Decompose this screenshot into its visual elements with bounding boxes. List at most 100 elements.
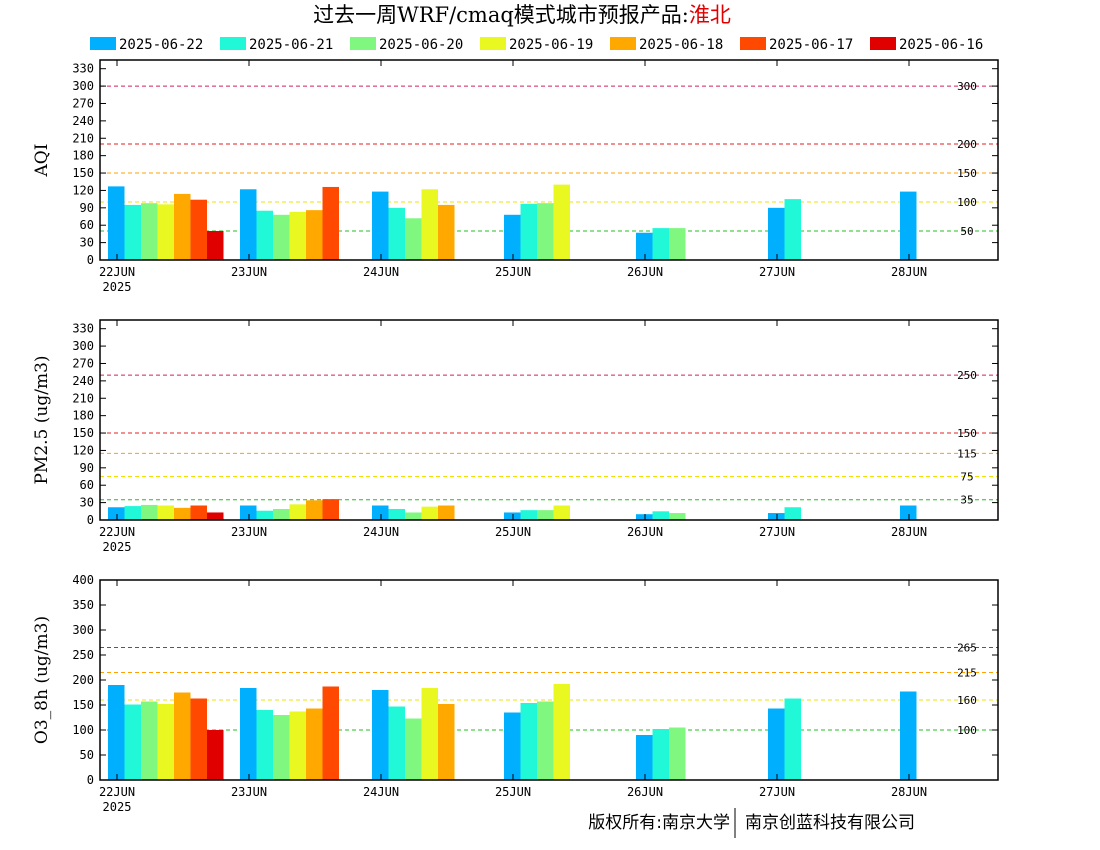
bar-2025-06-19-24JUN — [421, 688, 438, 780]
bar-2025-06-21-27JUN — [784, 698, 801, 780]
y-tick-label: 210 — [72, 131, 94, 145]
bar-2025-06-19-24JUN — [421, 506, 438, 520]
bar-2025-06-20-22JUN — [141, 701, 158, 780]
y-tick-label: 270 — [72, 96, 94, 110]
bar-2025-06-21-24JUN — [388, 207, 405, 260]
legend-label-2025-06-17: 2025-06-17 — [769, 37, 853, 53]
x-tick-label-27JUN: 27JUN — [759, 525, 795, 539]
bar-2025-06-22-24JUN — [372, 505, 389, 520]
chart-title-city: 淮北 — [689, 3, 731, 27]
x-tick-label-27JUN: 27JUN — [759, 265, 795, 279]
y-tick-label: 150 — [72, 166, 94, 180]
bar-2025-06-18-24JUN — [438, 505, 455, 520]
copyright-footer: 版权所有:南京大学 南京创蓝科技有限公司 — [588, 808, 915, 838]
bar-2025-06-20-25JUN — [537, 203, 554, 260]
bar-2025-06-22-23JUN — [240, 189, 257, 260]
panels: 3002001501005003060901201501802102402703… — [32, 59, 999, 814]
x-tick-label-22JUN: 22JUN — [99, 785, 135, 799]
bar-2025-06-19-22JUN — [157, 204, 174, 260]
bar-2025-06-20-26JUN — [669, 228, 686, 260]
x-tick-label-26JUN: 26JUN — [627, 525, 663, 539]
threshold-label-160: 160 — [957, 694, 977, 707]
bar-2025-06-18-24JUN — [438, 704, 455, 780]
x-tick-label-22JUN: 22JUN — [99, 525, 135, 539]
x-tick-label-28JUN: 28JUN — [891, 525, 927, 539]
bar-2025-06-22-25JUN — [504, 512, 521, 520]
chart-title-prefix: 过去一周WRF/cmaq模式城市预报产品: — [313, 3, 689, 27]
threshold-label-115: 115 — [957, 447, 977, 460]
bar-2025-06-17-23JUN — [322, 686, 339, 780]
y-tick-label: 90 — [80, 461, 94, 475]
legend: 2025-06-22 2025-06-21 2025-06-20 2025-06-19… — [90, 37, 983, 53]
y-tick-label: 90 — [80, 201, 94, 215]
bar-2025-06-20-23JUN — [273, 715, 290, 780]
legend-swatch-2025-06-22 — [90, 37, 116, 50]
bar-2025-06-20-23JUN — [273, 214, 290, 260]
threshold-label-150: 150 — [957, 167, 977, 180]
bar-2025-06-21-24JUN — [388, 706, 405, 780]
bar-2025-06-17-23JUN — [322, 186, 339, 260]
bar-2025-06-22-26JUN — [636, 735, 653, 780]
bar-2025-06-19-22JUN — [157, 704, 174, 780]
legend-label-2025-06-22: 2025-06-22 — [119, 37, 203, 53]
bar-2025-06-18-24JUN — [438, 204, 455, 260]
bar-2025-06-20-26JUN — [669, 513, 686, 520]
bar-2025-06-20-23JUN — [273, 508, 290, 520]
x-tick-label-26JUN: 26JUN — [627, 265, 663, 279]
threshold-label-300: 300 — [957, 80, 977, 93]
bar-2025-06-20-24JUN — [405, 718, 422, 780]
legend-label-2025-06-16: 2025-06-16 — [899, 37, 983, 53]
bar-2025-06-22-22JUN — [108, 186, 125, 260]
bar-2025-06-22-24JUN — [372, 191, 389, 260]
x-tick-label-23JUN: 23JUN — [231, 785, 267, 799]
copyright-left: 版权所有:南京大学 — [588, 813, 730, 833]
legend-swatch-2025-06-17 — [740, 37, 766, 50]
plot-frame — [99, 59, 999, 261]
bar-2025-06-20-24JUN — [405, 218, 422, 260]
x-tick-label-25JUN: 25JUN — [495, 785, 531, 799]
y-axis-label: O3_8h (ug/m3) — [32, 616, 52, 744]
bar-2025-06-21-26JUN — [652, 729, 669, 780]
bar-2025-06-22-26JUN — [636, 232, 653, 260]
legend-swatch-2025-06-19 — [480, 37, 506, 50]
bar-2025-06-21-22JUN — [124, 506, 141, 520]
bar-2025-06-22-25JUN — [504, 712, 521, 780]
y-tick-label: 30 — [80, 236, 94, 250]
y-tick-label: 240 — [72, 374, 94, 388]
x-tick-label-25JUN: 25JUN — [495, 265, 531, 279]
bar-2025-06-22-25JUN — [504, 214, 521, 260]
x-tick-label-26JUN: 26JUN — [627, 785, 663, 799]
legend-swatch-2025-06-21 — [220, 37, 246, 50]
bar-2025-06-19-22JUN — [157, 505, 174, 520]
y-tick-label: 330 — [72, 322, 94, 336]
bar-2025-06-18-23JUN — [306, 708, 323, 780]
bar-2025-06-19-23JUN — [289, 211, 306, 260]
bar-2025-06-22-24JUN — [372, 690, 389, 780]
y-tick-label: 300 — [72, 339, 94, 353]
bar-2025-06-18-23JUN — [306, 210, 323, 260]
x-tick-label-28JUN: 28JUN — [891, 785, 927, 799]
bar-2025-06-21-23JUN — [256, 210, 273, 260]
bar-2025-06-17-23JUN — [322, 499, 339, 520]
x-tick-label-24JUN: 24JUN — [363, 525, 399, 539]
bar-2025-06-17-22JUN — [190, 505, 207, 520]
legend-swatch-2025-06-18 — [610, 37, 636, 50]
bar-2025-06-22-27JUN — [768, 708, 785, 780]
y-tick-label: 200 — [72, 673, 94, 687]
y-tick-label: 250 — [72, 648, 94, 662]
bar-2025-06-18-22JUN — [174, 193, 191, 260]
y-tick-label: 0 — [87, 513, 94, 527]
bar-2025-06-20-22JUN — [141, 504, 158, 520]
bar-2025-06-22-23JUN — [240, 505, 257, 520]
threshold-label-75: 75 — [960, 471, 973, 484]
y-tick-label: 60 — [80, 478, 94, 492]
y-axis-label: PM2.5 (ug/m3) — [32, 355, 52, 484]
legend-label-2025-06-18: 2025-06-18 — [639, 37, 723, 53]
bar-2025-06-21-27JUN — [784, 199, 801, 260]
bar-2025-06-22-28JUN — [900, 191, 917, 260]
legend-label-2025-06-19: 2025-06-19 — [509, 37, 593, 53]
bar-2025-06-16-22JUN — [207, 231, 224, 260]
bar-2025-06-19-24JUN — [421, 189, 438, 260]
bar-2025-06-21-25JUN — [520, 510, 537, 520]
x-tick-label-25JUN: 25JUN — [495, 525, 531, 539]
